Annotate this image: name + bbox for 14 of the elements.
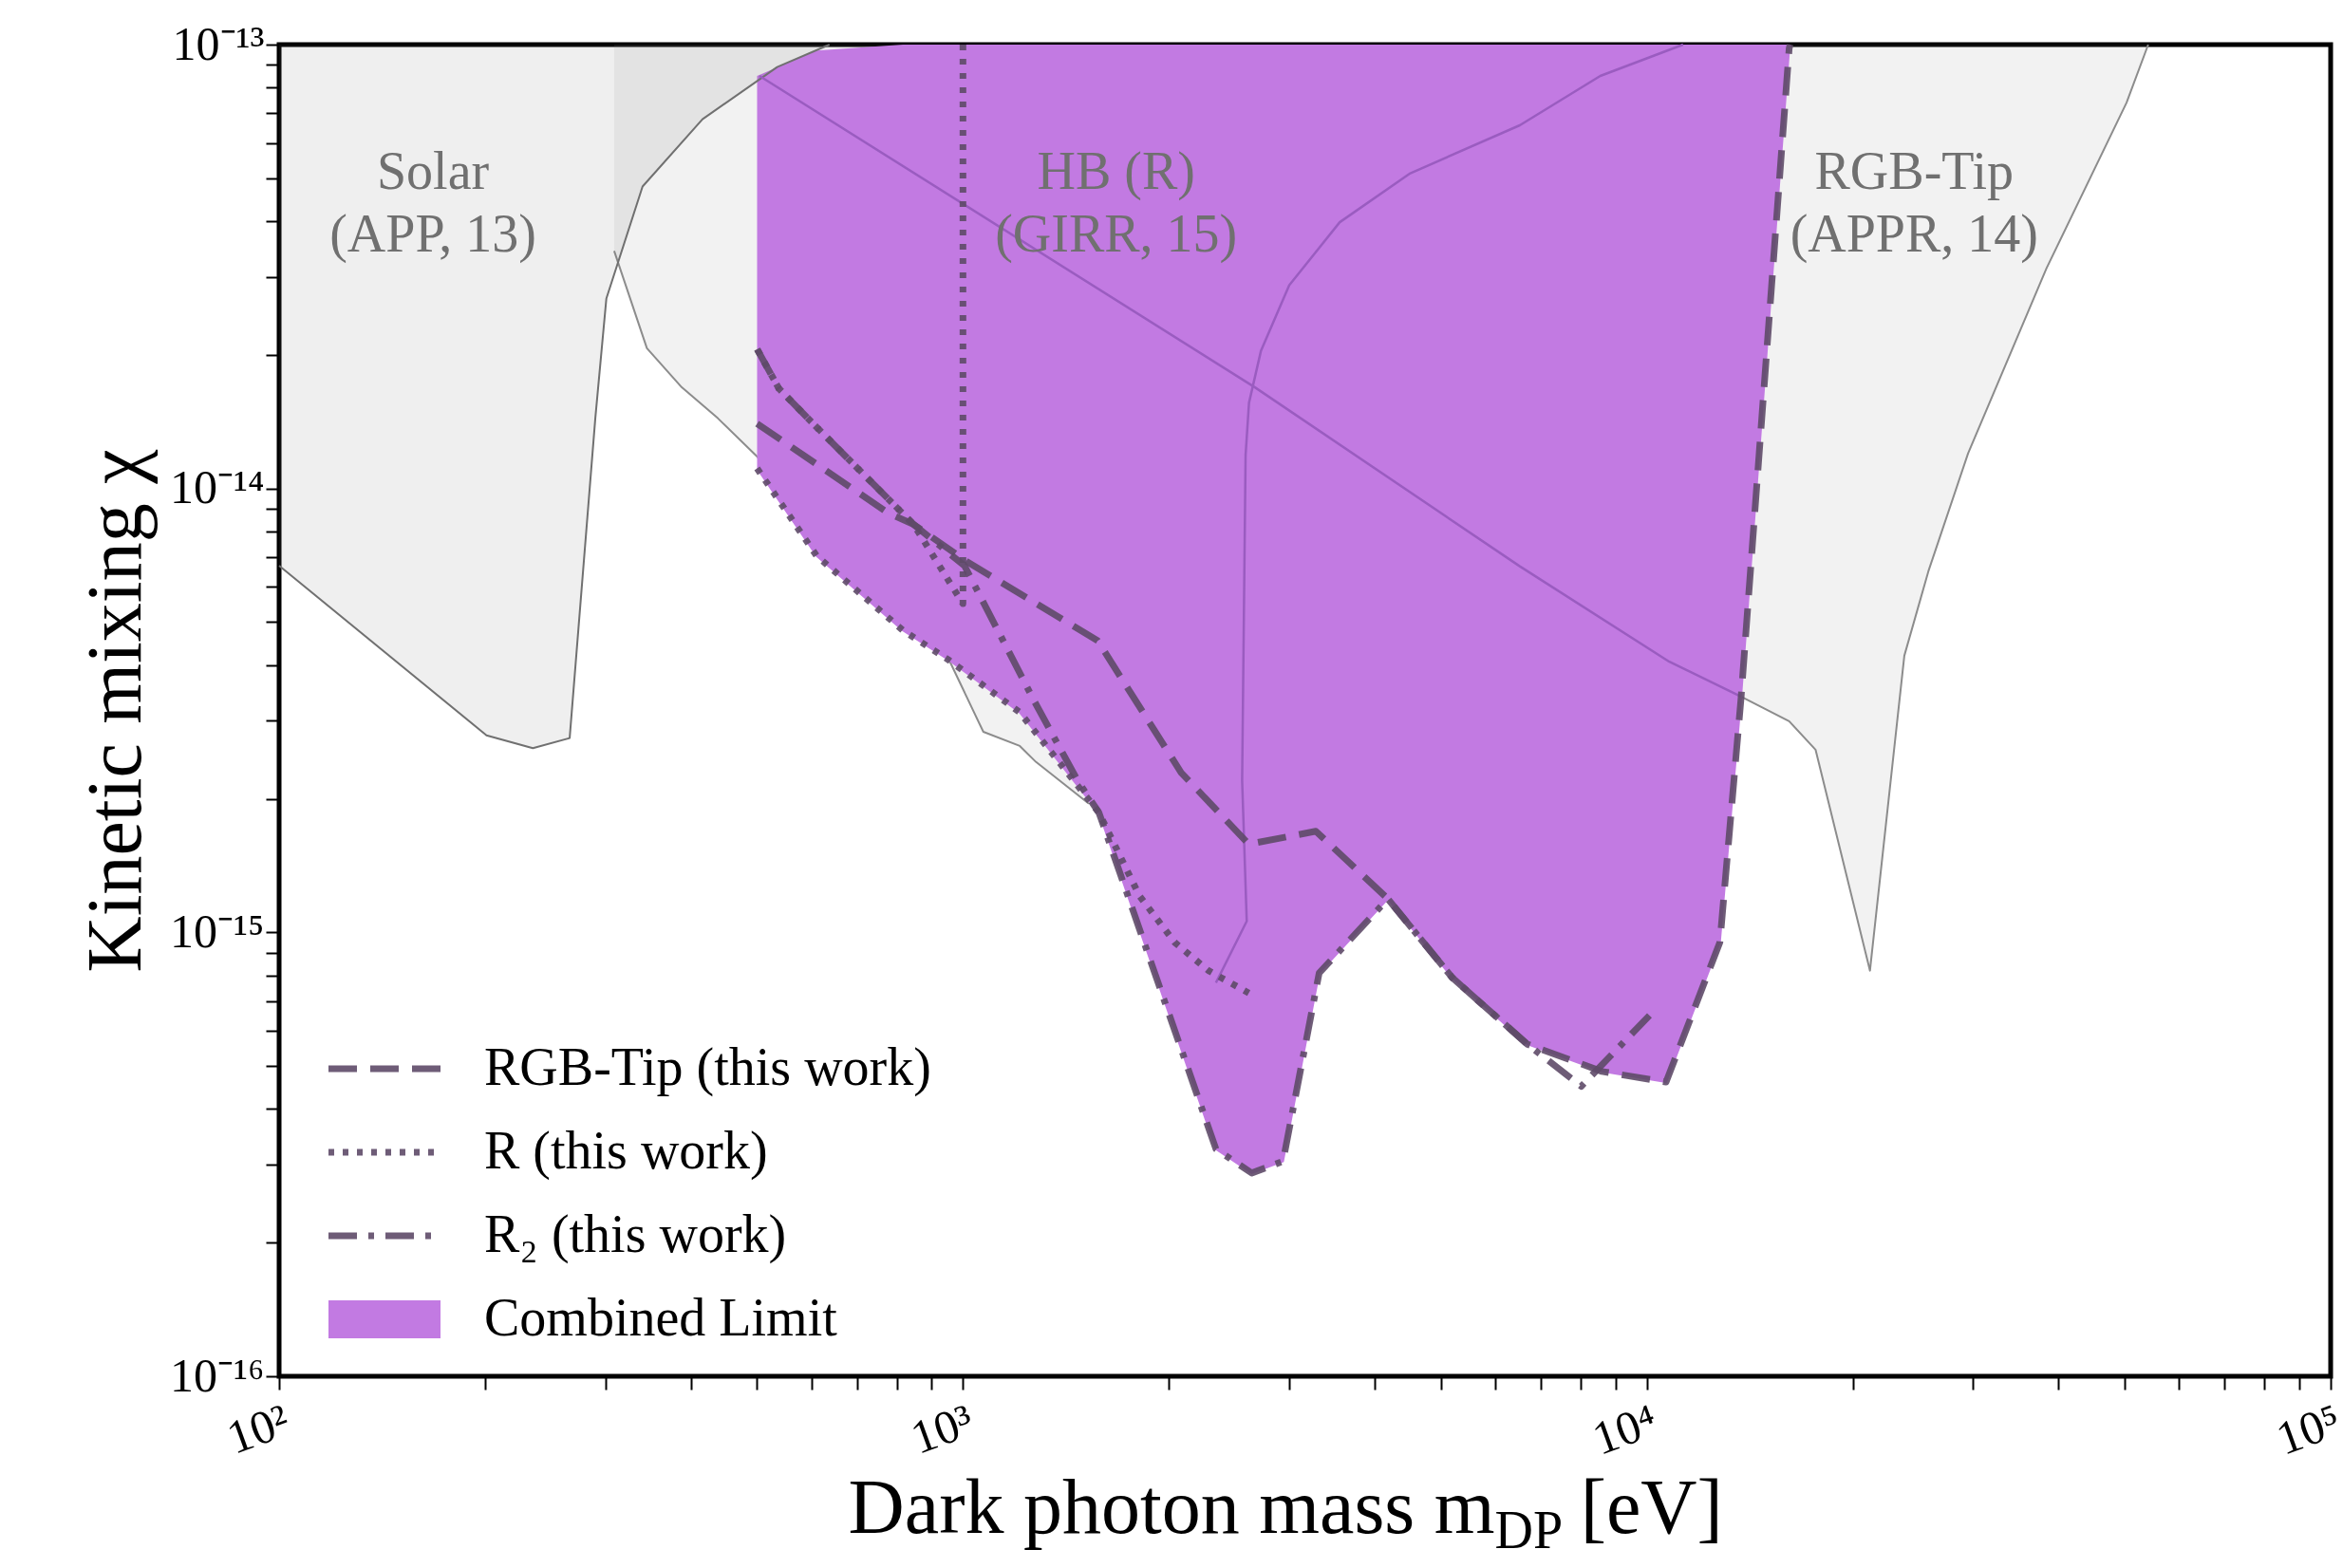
y-tick-label: 10⁻¹⁴ <box>170 460 265 514</box>
x-tick-label: 10⁴ <box>1585 1392 1664 1465</box>
legend-label: R₂ (this work) <box>484 1204 787 1264</box>
x-tick-label: 10³ <box>904 1392 981 1465</box>
annotation: HB (R) (GIRR, 15) <box>995 141 1238 265</box>
x-tick-label: 10⁵ <box>2269 1392 2343 1465</box>
annotation: RGB-Tip (APPR, 14) <box>1790 141 2039 265</box>
y-axis-title: Kinetic mixing χ <box>71 448 159 973</box>
legend-label: R (this work) <box>484 1121 768 1181</box>
annotation: Solar (APP, 13) <box>329 141 536 265</box>
legend-label: Combined Limit <box>484 1288 838 1347</box>
legend-label: RGB-Tip (this work) <box>484 1037 931 1097</box>
y-tick-label: 10⁻¹³ <box>172 16 265 70</box>
y-tick-label: 10⁻¹⁵ <box>170 904 265 958</box>
